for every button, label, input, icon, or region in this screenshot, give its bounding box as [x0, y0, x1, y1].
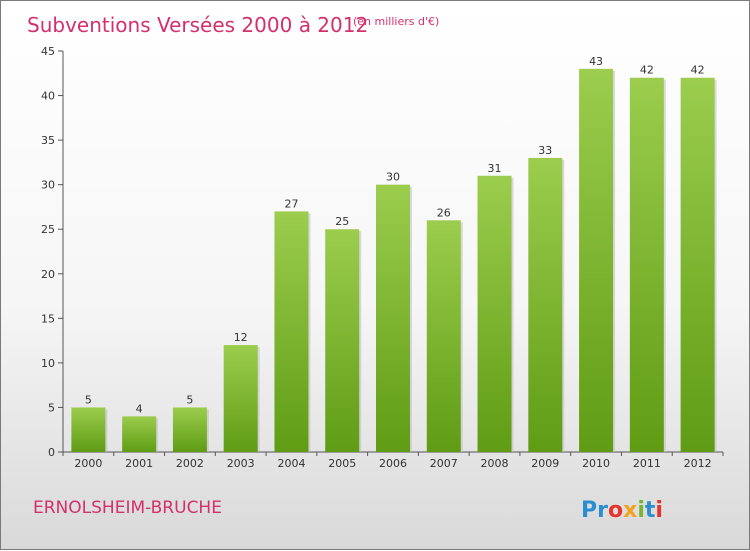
- data-label: 4: [136, 402, 143, 415]
- x-tick-label: 2005: [328, 457, 356, 470]
- data-label: 31: [488, 162, 502, 175]
- data-label: 26: [437, 206, 451, 219]
- x-tick-label: 2001: [125, 457, 153, 470]
- bar: [629, 77, 664, 452]
- data-label: 5: [186, 393, 193, 406]
- logo-letter: i: [655, 498, 663, 523]
- chart-subtitle: (en milliers d'€): [353, 15, 439, 28]
- bar: [325, 229, 360, 452]
- y-tick-label: 35: [41, 134, 55, 147]
- y-tick-label: 30: [41, 179, 55, 192]
- data-label: 42: [640, 64, 654, 77]
- y-tick-label: 25: [41, 223, 55, 236]
- bar: [223, 345, 258, 452]
- bar: [122, 416, 157, 452]
- bar: [172, 407, 207, 452]
- data-label: 42: [691, 64, 705, 77]
- bar: [274, 211, 309, 452]
- y-tick-label: 20: [41, 268, 55, 281]
- bars: 5 4 5 12 27 25 30 26 31 33 43 42 42: [71, 55, 717, 453]
- bar: [680, 77, 715, 452]
- bar: [376, 184, 410, 452]
- logo-letter: P: [581, 498, 597, 523]
- data-label: 27: [284, 197, 298, 210]
- x-tick-label: 2000: [74, 457, 102, 470]
- x-tick-label: 2009: [531, 457, 559, 470]
- x-tick-label: 2008: [481, 457, 509, 470]
- bar: [528, 157, 563, 452]
- y-tick-label: 15: [41, 312, 55, 325]
- logo-letter: i: [637, 498, 645, 523]
- data-label: 30: [386, 171, 400, 184]
- data-label: 25: [335, 215, 349, 228]
- proxiti-logo: Proxiti: [581, 498, 663, 523]
- y-tick-label: 40: [41, 90, 55, 103]
- x-tick-label: 2011: [633, 457, 661, 470]
- chart-title: Subventions Versées 2000 à 2012: [27, 13, 368, 37]
- x-ticks: 2000 2001 2002 2003 2004 2005 2006 2007 2008 2009…: [62, 452, 724, 470]
- place-name: ERNOLSHEIM-BRUCHE: [33, 498, 222, 518]
- y-ticks: 0 5 10 15 20 25 30 35 40 45: [41, 45, 63, 459]
- data-label: 33: [538, 144, 552, 157]
- bar: [477, 175, 512, 452]
- bar: [579, 68, 614, 453]
- x-tick-label: 2003: [227, 457, 255, 470]
- x-tick-label: 2007: [430, 457, 458, 470]
- logo-letter: o: [608, 498, 623, 523]
- x-tick-label: 2006: [379, 457, 407, 470]
- data-label: 5: [85, 393, 92, 406]
- y-tick-label: 10: [41, 357, 55, 370]
- logo-letter: r: [597, 498, 608, 523]
- x-tick-label: 2004: [277, 457, 305, 470]
- y-tick-label: 5: [48, 401, 55, 414]
- data-label: 43: [589, 55, 603, 68]
- x-tick-label: 2002: [176, 457, 204, 470]
- logo-letter: t: [645, 498, 656, 523]
- data-label: 12: [234, 331, 248, 344]
- logo-letter: x: [623, 498, 637, 523]
- x-tick-label: 2012: [684, 457, 712, 470]
- bar: [426, 220, 461, 452]
- x-tick-label: 2010: [582, 457, 610, 470]
- y-tick-label: 0: [48, 446, 55, 459]
- y-tick-label: 45: [41, 45, 55, 58]
- bar: [71, 407, 106, 452]
